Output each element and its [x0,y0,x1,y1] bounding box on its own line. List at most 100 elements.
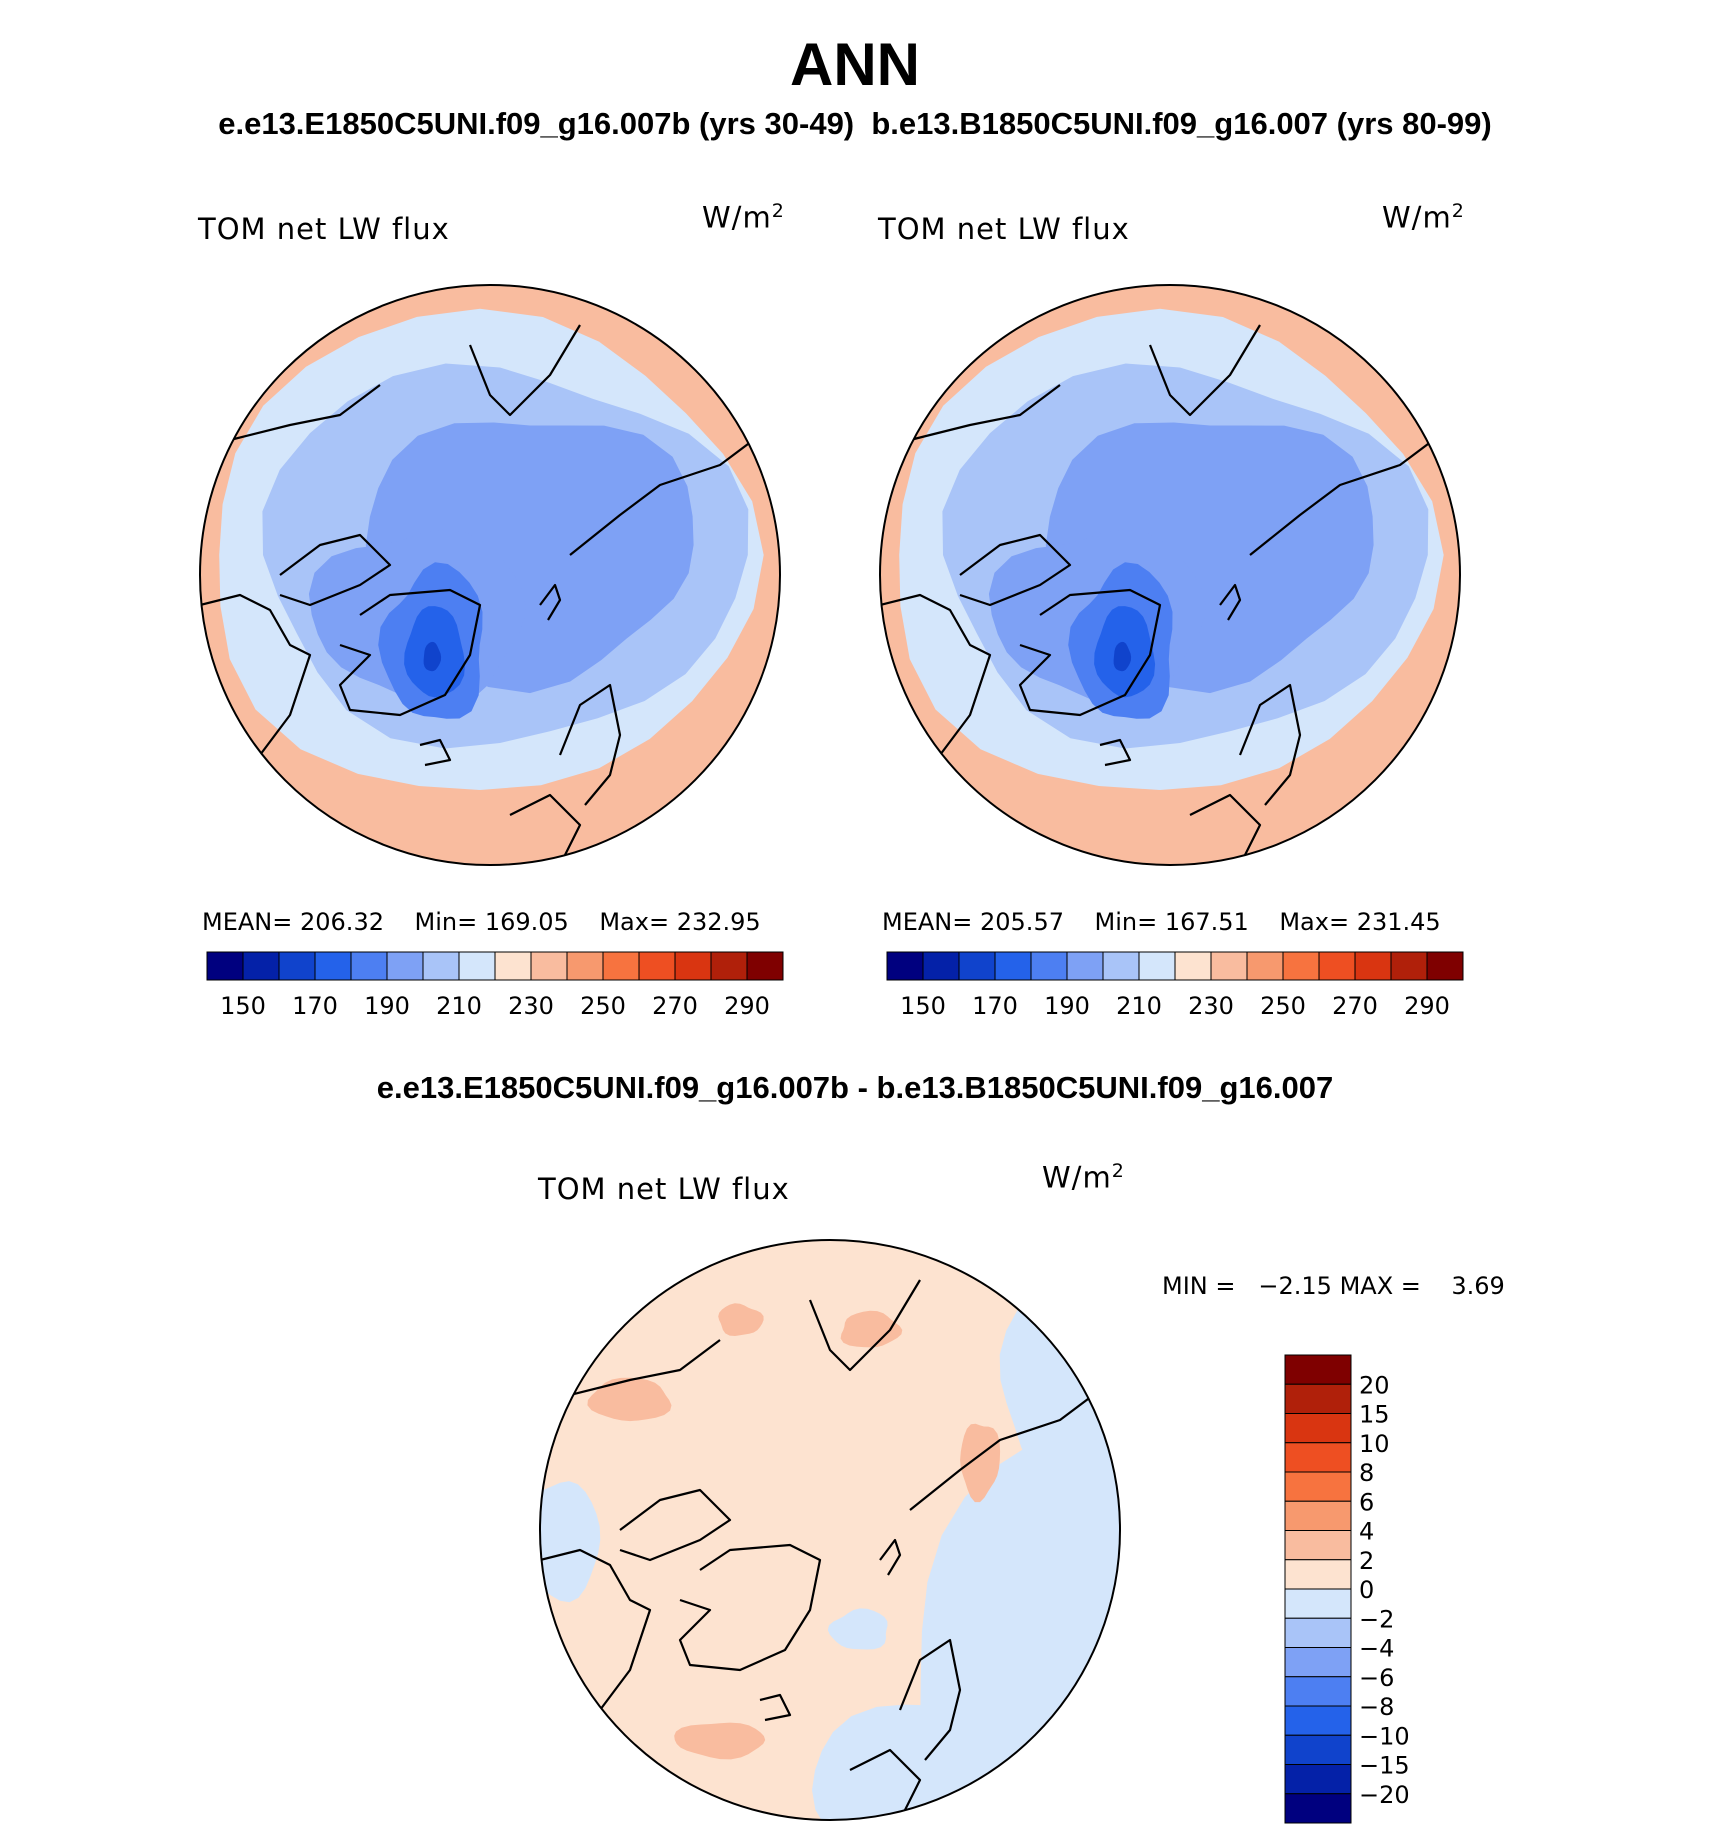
panel-diff-coastline-9 [879,1538,902,1576]
panel-diff-colorbar-box-10 [1284,1647,1352,1678]
panel-diff-coastline-0 [678,1543,822,1672]
panel-b-max: 231.45 [1356,908,1441,936]
panel-a-coastline-4 [569,434,761,556]
diff-subtitle: e.e13.E1850C5UNI.f09_g16.007b - b.e13.B1… [376,1070,1334,1105]
panel-b-colorbar-box-10 [1246,951,1284,981]
panel-a-colorbar-tick-6: 270 [652,992,698,1020]
panel-b-colorbar-box-2 [958,951,996,981]
panel-b-colorbar-box-14 [1390,951,1428,981]
panel-diff-neg-region-2 [812,1704,1048,1820]
panel-b-units: W/m2 [1382,200,1465,235]
panel-diff-colorbar-box-1 [1284,1383,1352,1414]
panel-b-colorbar-tick-0: 150 [900,992,946,1020]
panel-a-map-border [199,284,781,866]
panel-diff-colorbar-box-0 [1284,1354,1352,1385]
panel-diff-colorbar-box-7 [1284,1559,1352,1590]
panel-b-coastline-9 [1219,583,1242,621]
panel-diff-coastline-4 [909,1389,1101,1511]
panel-b-title: TOM net LW flux [878,212,1130,246]
panel-a-field-band-7 [423,641,442,672]
panel-a-min: 169.05 [484,908,569,936]
panel-diff-coastline-7 [808,1279,921,1372]
panel-diff-max: 3.69 [1451,1272,1505,1300]
panel-a-colorbar-box-8 [494,951,532,981]
panel-diff-coastline-1 [619,1488,732,1562]
panel-b-coastline-8 [1099,738,1132,767]
panel-a-colorbar-box-13 [674,951,712,981]
panel-a-colorbar-box-3 [314,951,352,981]
panel-diff-neg-region-3 [540,1481,601,1603]
panel-diff-colorbar-tick-0: 20 [1359,1371,1390,1399]
panel-diff-coastline-6 [549,1339,721,1402]
panel-b-colorbar-tick-5: 250 [1260,992,1306,1020]
top-subtitle: e.e13.E1850C5UNI.f09_g16.007b (yrs 30-49… [0,106,1710,142]
panel-a-colorbar-box-9 [530,951,568,981]
panel-diff-pos-region-1 [840,1310,903,1348]
panel-b-colorbar-box-0 [886,951,924,981]
panel-diff-colorbar-tick-11: −8 [1359,1693,1394,1721]
panel-a-colorbar-tick-0: 150 [220,992,266,1020]
panel-diff-coastline-2 [540,1548,652,1712]
panel-a-colorbar-box-5 [386,951,424,981]
panel-diff-pos-region-2 [718,1303,764,1336]
panel-a-colorbar-box-4 [350,951,388,981]
panel-b-max-label: Max= [1279,908,1350,936]
panel-a-colorbar-tick-5: 250 [580,992,626,1020]
panel-diff-colorbar-box-3 [1284,1442,1352,1473]
panel-diff-colorbar-tick-3: 8 [1359,1459,1374,1487]
panel-b-colorbar-box-12 [1318,951,1356,981]
panel-diff-colorbar-tick-9: −4 [1359,1635,1394,1663]
panel-a-colorbar-box-14 [710,951,748,981]
panel-a-coastline-3 [558,683,622,806]
panel-a-stats: MEAN= 206.32 Min= 169.05 Max= 232.95 [202,908,761,936]
panel-b-min: 167.51 [1164,908,1249,936]
panel-a-colorbar-tick-2: 190 [364,992,410,1020]
panel-a-coastline-2 [200,593,312,757]
panel-diff-colorbar-box-2 [1284,1413,1352,1444]
panel-a-title: TOM net LW flux [198,212,450,246]
panel-b-coastline-0 [1018,588,1162,717]
panel-diff-coastline-8 [759,1693,792,1722]
panel-diff-colorbar-tick-4: 6 [1359,1488,1374,1516]
panel-a-coastline-1 [279,533,392,607]
panel-b-colorbar-box-1 [922,951,960,981]
panel-diff-colorbar-box-6 [1284,1530,1352,1561]
panel-diff-pos-region-0 [587,1377,672,1422]
panel-a-colorbar-box-1 [242,951,280,981]
panel-b-colorbar-tick-6: 270 [1332,992,1378,1020]
panel-a-field [200,285,780,865]
panel-diff-colorbar-tick-1: 15 [1359,1401,1390,1429]
panel-b-colorbar-box-5 [1066,951,1104,981]
panel-a-colorbar-box-7 [458,951,496,981]
panel-b-colorbar-box-6 [1102,951,1140,981]
panel-diff-pos-region-3 [960,1423,1001,1503]
panel-b-mean-label: MEAN= [882,908,973,936]
panel-b-colorbar-tick-4: 230 [1188,992,1234,1020]
panel-b-coastline-2 [880,593,992,757]
panel-a-colorbar-box-0 [206,951,244,981]
panel-diff-neg-region-1 [999,1269,1120,1492]
figure-title: ANN [790,31,920,98]
panel-diff-colorbar-tick-14: −20 [1359,1781,1410,1809]
panel-diff-colorbar-tick-8: −2 [1359,1605,1394,1633]
panel-b-colorbar-box-9 [1210,951,1248,981]
panel-diff-colorbar-box-4 [1284,1471,1352,1502]
panel-a-max-label: Max= [599,908,670,936]
panel-b-colorbar-tick-3: 210 [1116,992,1162,1020]
panel-diff-stats: MIN = −2.15 MAX = 3.69 [1162,1272,1505,1300]
subtitle-case-a: e.e13.E1850C5UNI.f09_g16.007b (yrs 30-49… [218,106,855,141]
panel-b-colorbar-tick-1: 170 [972,992,1018,1020]
panel-a-min-label: Min= [414,908,478,936]
panel-b-coastline-5 [1189,793,1262,865]
panel-b-stats: MEAN= 205.57 Min= 167.51 Max= 231.45 [882,908,1441,936]
panel-diff-coastline-3 [898,1638,962,1761]
panel-a-colorbar-box-11 [602,951,640,981]
panel-diff-max-label: MAX = [1339,1272,1421,1300]
panel-a-units: W/m2 [702,200,785,235]
panel-a-colorbar-box-10 [566,951,604,981]
panel-b-colorbar-box-3 [994,951,1032,981]
panel-diff-colorbar-box-12 [1284,1705,1352,1736]
panel-diff-colorbar-box-13 [1284,1734,1352,1765]
panel-diff-min: −2.15 [1258,1272,1332,1300]
